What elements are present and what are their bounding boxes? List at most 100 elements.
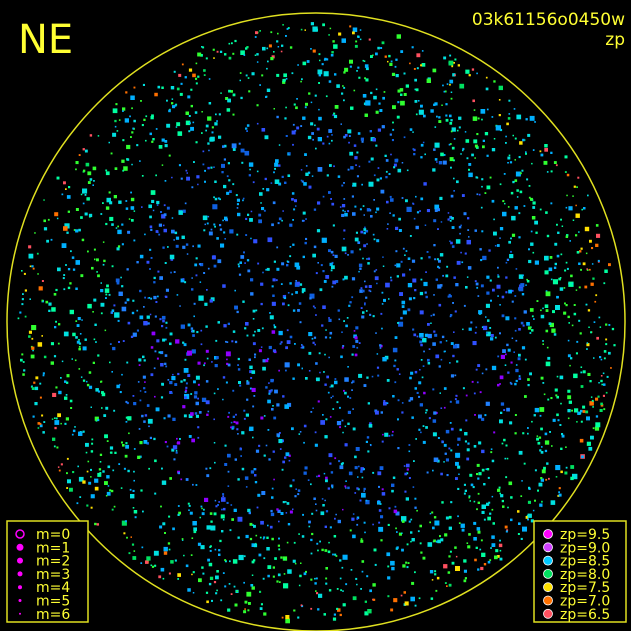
star — [504, 202, 506, 205]
star — [344, 443, 348, 447]
star — [194, 263, 198, 267]
star — [553, 266, 557, 269]
star — [531, 216, 536, 220]
star — [115, 278, 120, 283]
star — [377, 46, 380, 50]
star — [330, 471, 334, 474]
star — [550, 151, 553, 154]
star — [215, 356, 219, 360]
star — [403, 93, 407, 96]
star — [236, 590, 238, 593]
star — [366, 436, 370, 439]
star — [112, 132, 117, 137]
star — [203, 364, 205, 367]
star — [248, 358, 251, 361]
star — [397, 101, 400, 104]
star — [419, 524, 422, 528]
star — [331, 486, 334, 489]
star — [420, 551, 423, 554]
star — [255, 534, 258, 537]
zp-marker — [543, 582, 553, 593]
zp-label: zp=8.0 — [560, 567, 610, 583]
star — [247, 213, 250, 216]
star — [401, 532, 403, 534]
star — [497, 266, 499, 269]
star — [226, 108, 231, 112]
star — [296, 265, 301, 270]
star — [120, 487, 123, 489]
star — [580, 385, 584, 388]
star — [467, 545, 471, 549]
star — [505, 142, 507, 144]
star — [602, 372, 605, 375]
star — [586, 416, 590, 421]
star — [335, 280, 339, 283]
star — [468, 74, 471, 77]
star — [209, 545, 212, 548]
star — [483, 563, 487, 566]
star — [431, 511, 434, 514]
star — [203, 362, 206, 365]
star — [190, 88, 193, 91]
star — [478, 472, 482, 476]
star — [570, 357, 573, 360]
star — [415, 438, 417, 440]
star — [352, 408, 354, 410]
star — [402, 310, 407, 315]
star — [485, 76, 488, 79]
star — [252, 436, 254, 439]
star — [206, 413, 209, 416]
star — [156, 204, 159, 206]
star — [465, 286, 468, 289]
star — [415, 195, 417, 198]
star — [425, 409, 428, 412]
star — [446, 265, 449, 268]
star — [111, 508, 114, 511]
star — [99, 461, 102, 463]
star — [424, 291, 427, 294]
star — [484, 132, 489, 136]
star — [254, 356, 256, 359]
star — [191, 277, 193, 279]
star — [504, 364, 507, 366]
star — [206, 474, 210, 478]
star — [450, 427, 454, 431]
star — [413, 297, 416, 300]
star — [319, 59, 321, 62]
star — [398, 229, 402, 232]
star — [294, 343, 296, 345]
zp-label: zp=7.5 — [560, 580, 610, 596]
legends: m=0m=1m=2m=3m=4m=5m=6zp=9.5zp=9.0zp=8.5z… — [15, 527, 610, 623]
star — [232, 148, 236, 151]
star — [464, 131, 467, 133]
star — [56, 176, 60, 180]
star — [460, 251, 462, 254]
star — [323, 280, 327, 283]
star — [499, 557, 503, 561]
star — [513, 108, 516, 110]
star — [505, 135, 507, 138]
star — [595, 397, 599, 401]
star — [487, 319, 490, 322]
star — [409, 235, 412, 237]
star — [370, 91, 373, 95]
star — [505, 353, 507, 356]
star — [473, 392, 476, 395]
star — [462, 149, 464, 152]
star — [351, 389, 353, 391]
star — [310, 411, 313, 413]
star — [223, 158, 226, 161]
star — [439, 284, 443, 287]
star — [175, 236, 180, 240]
star — [91, 438, 94, 441]
star — [587, 372, 591, 376]
star — [514, 432, 517, 435]
star — [280, 341, 283, 344]
star — [172, 105, 176, 109]
star — [94, 486, 99, 491]
star — [253, 239, 258, 244]
star — [515, 171, 521, 177]
star — [452, 302, 454, 304]
star — [595, 243, 599, 247]
star — [158, 575, 162, 579]
